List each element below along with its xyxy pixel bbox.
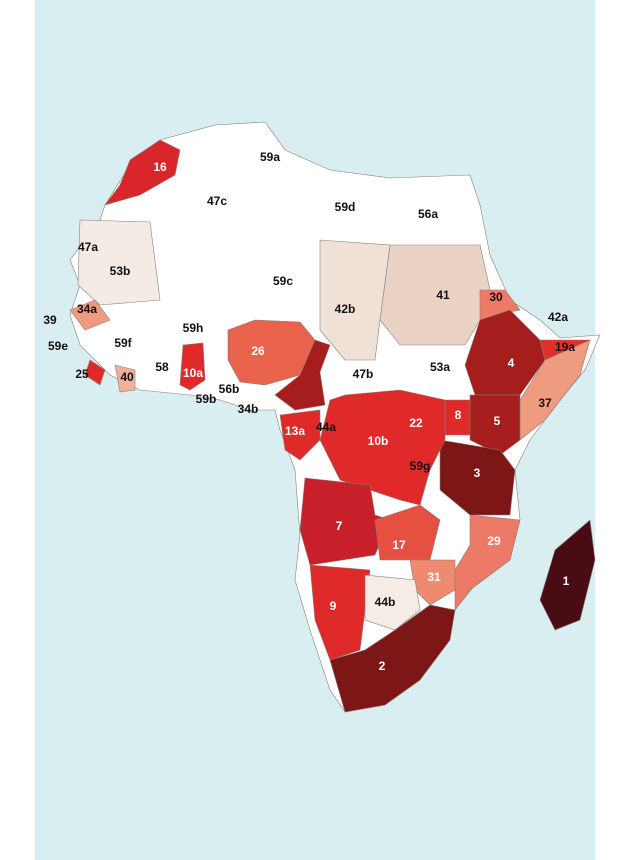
region-label: 59h xyxy=(183,321,204,335)
region-label: 34a xyxy=(77,302,97,316)
region-label: 7 xyxy=(336,519,343,533)
region-label: 59a xyxy=(260,150,280,164)
region-label: 59b xyxy=(196,392,217,406)
region-label: 56b xyxy=(219,382,240,396)
region-label: 10b xyxy=(368,434,389,448)
region-label: 42b xyxy=(335,302,356,316)
region-label: 53b xyxy=(110,264,131,278)
region-label: 59c xyxy=(273,274,293,288)
region-label: 59f xyxy=(114,336,132,350)
region xyxy=(364,574,421,631)
region-label: 47a xyxy=(78,240,98,254)
region-label: 47b xyxy=(353,367,374,381)
region-label: 2 xyxy=(379,659,386,673)
region xyxy=(379,244,491,346)
region xyxy=(179,342,206,391)
region xyxy=(319,239,391,361)
region xyxy=(104,139,181,206)
region xyxy=(439,439,516,516)
region-label: 40 xyxy=(120,370,134,384)
region-label: 47c xyxy=(207,194,227,208)
region-label: 59e xyxy=(48,339,68,353)
region-label: 56a xyxy=(418,207,438,221)
region xyxy=(114,364,136,393)
region xyxy=(464,309,546,396)
region-label: 58 xyxy=(155,360,169,374)
region xyxy=(329,604,456,713)
region-label: 25 xyxy=(75,367,89,381)
region-label: 9 xyxy=(330,599,337,613)
region-label: 10a xyxy=(183,366,203,380)
region xyxy=(77,219,161,306)
region-label: 41 xyxy=(436,288,450,302)
region-label: 1 xyxy=(563,574,570,588)
region-label: 31 xyxy=(427,570,441,584)
region xyxy=(84,359,106,386)
region-label: 22 xyxy=(409,416,423,430)
region-label: 17 xyxy=(392,538,406,552)
land xyxy=(69,121,601,713)
region-label: 59g xyxy=(410,459,431,473)
region-label: 13a xyxy=(285,424,305,438)
island xyxy=(539,519,596,631)
region-label: 4 xyxy=(508,356,515,370)
region-label: 37 xyxy=(538,396,552,410)
region-label: 30 xyxy=(489,290,503,304)
region-label: 44b xyxy=(375,595,396,609)
region-label: 53a xyxy=(430,360,450,374)
region-label: 34b xyxy=(238,402,259,416)
region-label: 3 xyxy=(474,466,481,480)
region xyxy=(69,299,111,331)
region-label: 26 xyxy=(251,344,265,358)
region-label: 42a xyxy=(548,310,568,324)
region-label: 59d xyxy=(335,200,356,214)
region xyxy=(479,289,521,321)
region-label: 39 xyxy=(43,313,57,327)
region xyxy=(309,564,371,661)
region-label: 16 xyxy=(153,160,167,174)
region-label: 8 xyxy=(455,408,462,422)
region-label: 19a xyxy=(555,340,575,354)
region-label: 44a xyxy=(316,420,336,434)
region xyxy=(274,339,331,411)
region xyxy=(454,514,521,611)
region xyxy=(279,409,321,461)
region-label: 29 xyxy=(487,534,501,548)
region-label: 5 xyxy=(494,414,501,428)
